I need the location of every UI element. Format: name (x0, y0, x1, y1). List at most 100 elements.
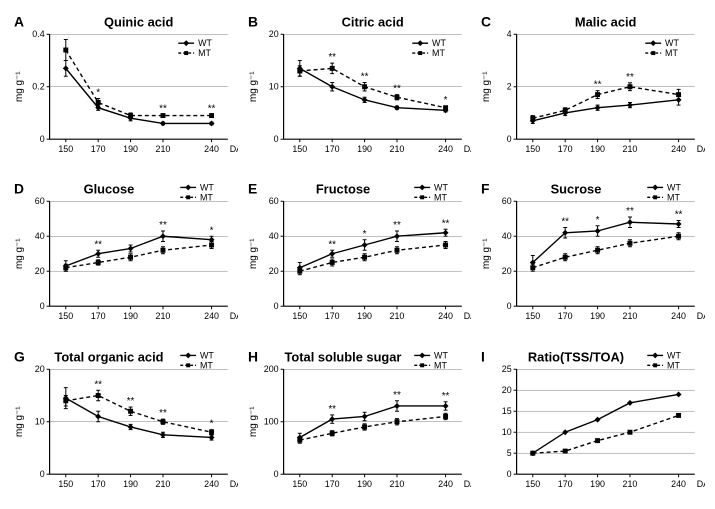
significance-marker: ** (328, 52, 336, 63)
significance-marker: ** (159, 220, 167, 231)
xtick-label: 210 (623, 144, 638, 154)
ytick-label: 20 (35, 364, 45, 374)
panel-letter: G (14, 348, 25, 364)
chart-title: Total soluble sugar (284, 349, 401, 364)
legend-mt: MT (434, 360, 447, 370)
xtick-label: 240 (438, 479, 453, 489)
panel-f: FSucrose0204060150170190210240DAFmg g⁻¹*… (477, 177, 705, 336)
y-axis-label: mg g⁻¹ (14, 238, 25, 269)
y-axis-label: mg g⁻¹ (481, 238, 492, 269)
xtick-label: 170 (91, 311, 106, 321)
xtick-label: 240 (204, 479, 219, 489)
significance-marker: ** (594, 80, 602, 91)
significance-marker: ** (94, 379, 102, 390)
legend-wt: WT (198, 38, 212, 48)
ytick-label: 60 (35, 197, 45, 207)
legend-mt: MT (200, 360, 213, 370)
xtick-label: 240 (671, 144, 686, 154)
xtick-label: 240 (204, 144, 219, 154)
ytick-label: 0 (40, 134, 45, 144)
xtick-label: 210 (623, 479, 638, 489)
chart-svg: GTotal organic acid01020150170190210240D… (10, 345, 238, 504)
ytick-label: 20 (502, 385, 512, 395)
ytick-label: 0 (273, 134, 278, 144)
xtick-label: 210 (389, 144, 404, 154)
panel-letter: F (481, 181, 489, 197)
panel-letter: C (481, 13, 491, 29)
xtick-label: 210 (156, 144, 171, 154)
xtick-label: 170 (558, 311, 573, 321)
significance-marker: ** (159, 103, 167, 114)
ytick-label: 20 (268, 267, 278, 277)
ytick-label: 0 (40, 469, 45, 479)
significance-marker: * (96, 88, 100, 99)
legend-wt: WT (200, 350, 214, 360)
ytick-label: 0.2 (32, 82, 44, 92)
chart-svg: HTotal soluble sugar01002001501701902102… (244, 345, 472, 504)
ytick-label: 200 (263, 364, 278, 374)
panel-a: AQuinic acid00.20.4150170190210240DAFmg … (10, 10, 238, 169)
ytick-label: 10 (502, 427, 512, 437)
significance-marker: ** (562, 217, 570, 228)
xtick-label: 240 (671, 479, 686, 489)
xtick-label: 170 (91, 144, 106, 154)
panel-letter: B (248, 13, 258, 29)
xtick-label: 190 (590, 311, 605, 321)
xtick-label: 190 (123, 144, 138, 154)
x-axis-label: DAF (230, 144, 238, 154)
xtick-label: 150 (292, 144, 307, 154)
ytick-label: 20 (502, 267, 512, 277)
xtick-label: 240 (438, 311, 453, 321)
chart-svg: EFructose0204060150170190210240DAFmg g⁻¹… (244, 177, 472, 336)
xtick-label: 240 (438, 144, 453, 154)
y-axis-label: mg g⁻¹ (14, 406, 25, 437)
chart-title: Ratio(TSS/TOA) (528, 349, 624, 364)
ytick-label: 0 (507, 134, 512, 144)
legend-wt: WT (434, 183, 448, 193)
legend-wt: WT (434, 350, 448, 360)
xtick-label: 210 (389, 311, 404, 321)
significance-marker: ** (328, 404, 336, 415)
xtick-label: 150 (526, 479, 541, 489)
xtick-label: 240 (204, 311, 219, 321)
xtick-label: 240 (671, 311, 686, 321)
chart-svg: FSucrose0204060150170190210240DAFmg g⁻¹*… (477, 177, 705, 336)
xtick-label: 170 (324, 311, 339, 321)
x-axis-label: DAF (697, 144, 705, 154)
legend-wt: WT (667, 350, 681, 360)
ytick-label: 4 (507, 29, 512, 39)
legend-wt: WT (432, 38, 446, 48)
chart-title: Quinic acid (104, 14, 173, 29)
chart-title: Malic acid (575, 14, 636, 29)
panel-b: BCitric acid01020150170190210240DAFmg g⁻… (244, 10, 472, 169)
significance-marker: * (443, 95, 447, 106)
legend-mt: MT (665, 48, 678, 58)
significance-marker: ** (208, 103, 216, 114)
xtick-label: 190 (357, 311, 372, 321)
chart-title: Sucrose (551, 182, 602, 197)
ytick-label: 40 (35, 232, 45, 242)
chart-svg: AQuinic acid00.20.4150170190210240DAFmg … (10, 10, 238, 169)
ytick-label: 20 (35, 267, 45, 277)
xtick-label: 150 (58, 311, 73, 321)
significance-marker: ** (127, 396, 135, 407)
ytick-label: 100 (263, 417, 278, 427)
ytick-label: 5 (507, 448, 512, 458)
panel-i: IRatio(TSS/TOA)0510152025150170190210240… (477, 345, 705, 504)
panel-letter: H (248, 348, 258, 364)
ytick-label: 20 (268, 29, 278, 39)
ytick-label: 40 (502, 232, 512, 242)
legend-wt: WT (665, 38, 679, 48)
y-axis-label: mg g⁻¹ (14, 71, 25, 102)
significance-marker: ** (360, 72, 368, 83)
panel-d: DGlucose0204060150170190210240DAFmg g⁻¹*… (10, 177, 238, 336)
significance-marker: ** (441, 219, 449, 230)
significance-marker: ** (393, 84, 401, 95)
xtick-label: 210 (389, 479, 404, 489)
xtick-label: 150 (58, 479, 73, 489)
xtick-label: 150 (58, 144, 73, 154)
ytick-label: 0 (40, 302, 45, 312)
chart-grid: AQuinic acid00.20.4150170190210240DAFmg … (10, 10, 705, 492)
panel-h: HTotal soluble sugar01002001501701902102… (244, 345, 472, 504)
xtick-label: 210 (156, 479, 171, 489)
